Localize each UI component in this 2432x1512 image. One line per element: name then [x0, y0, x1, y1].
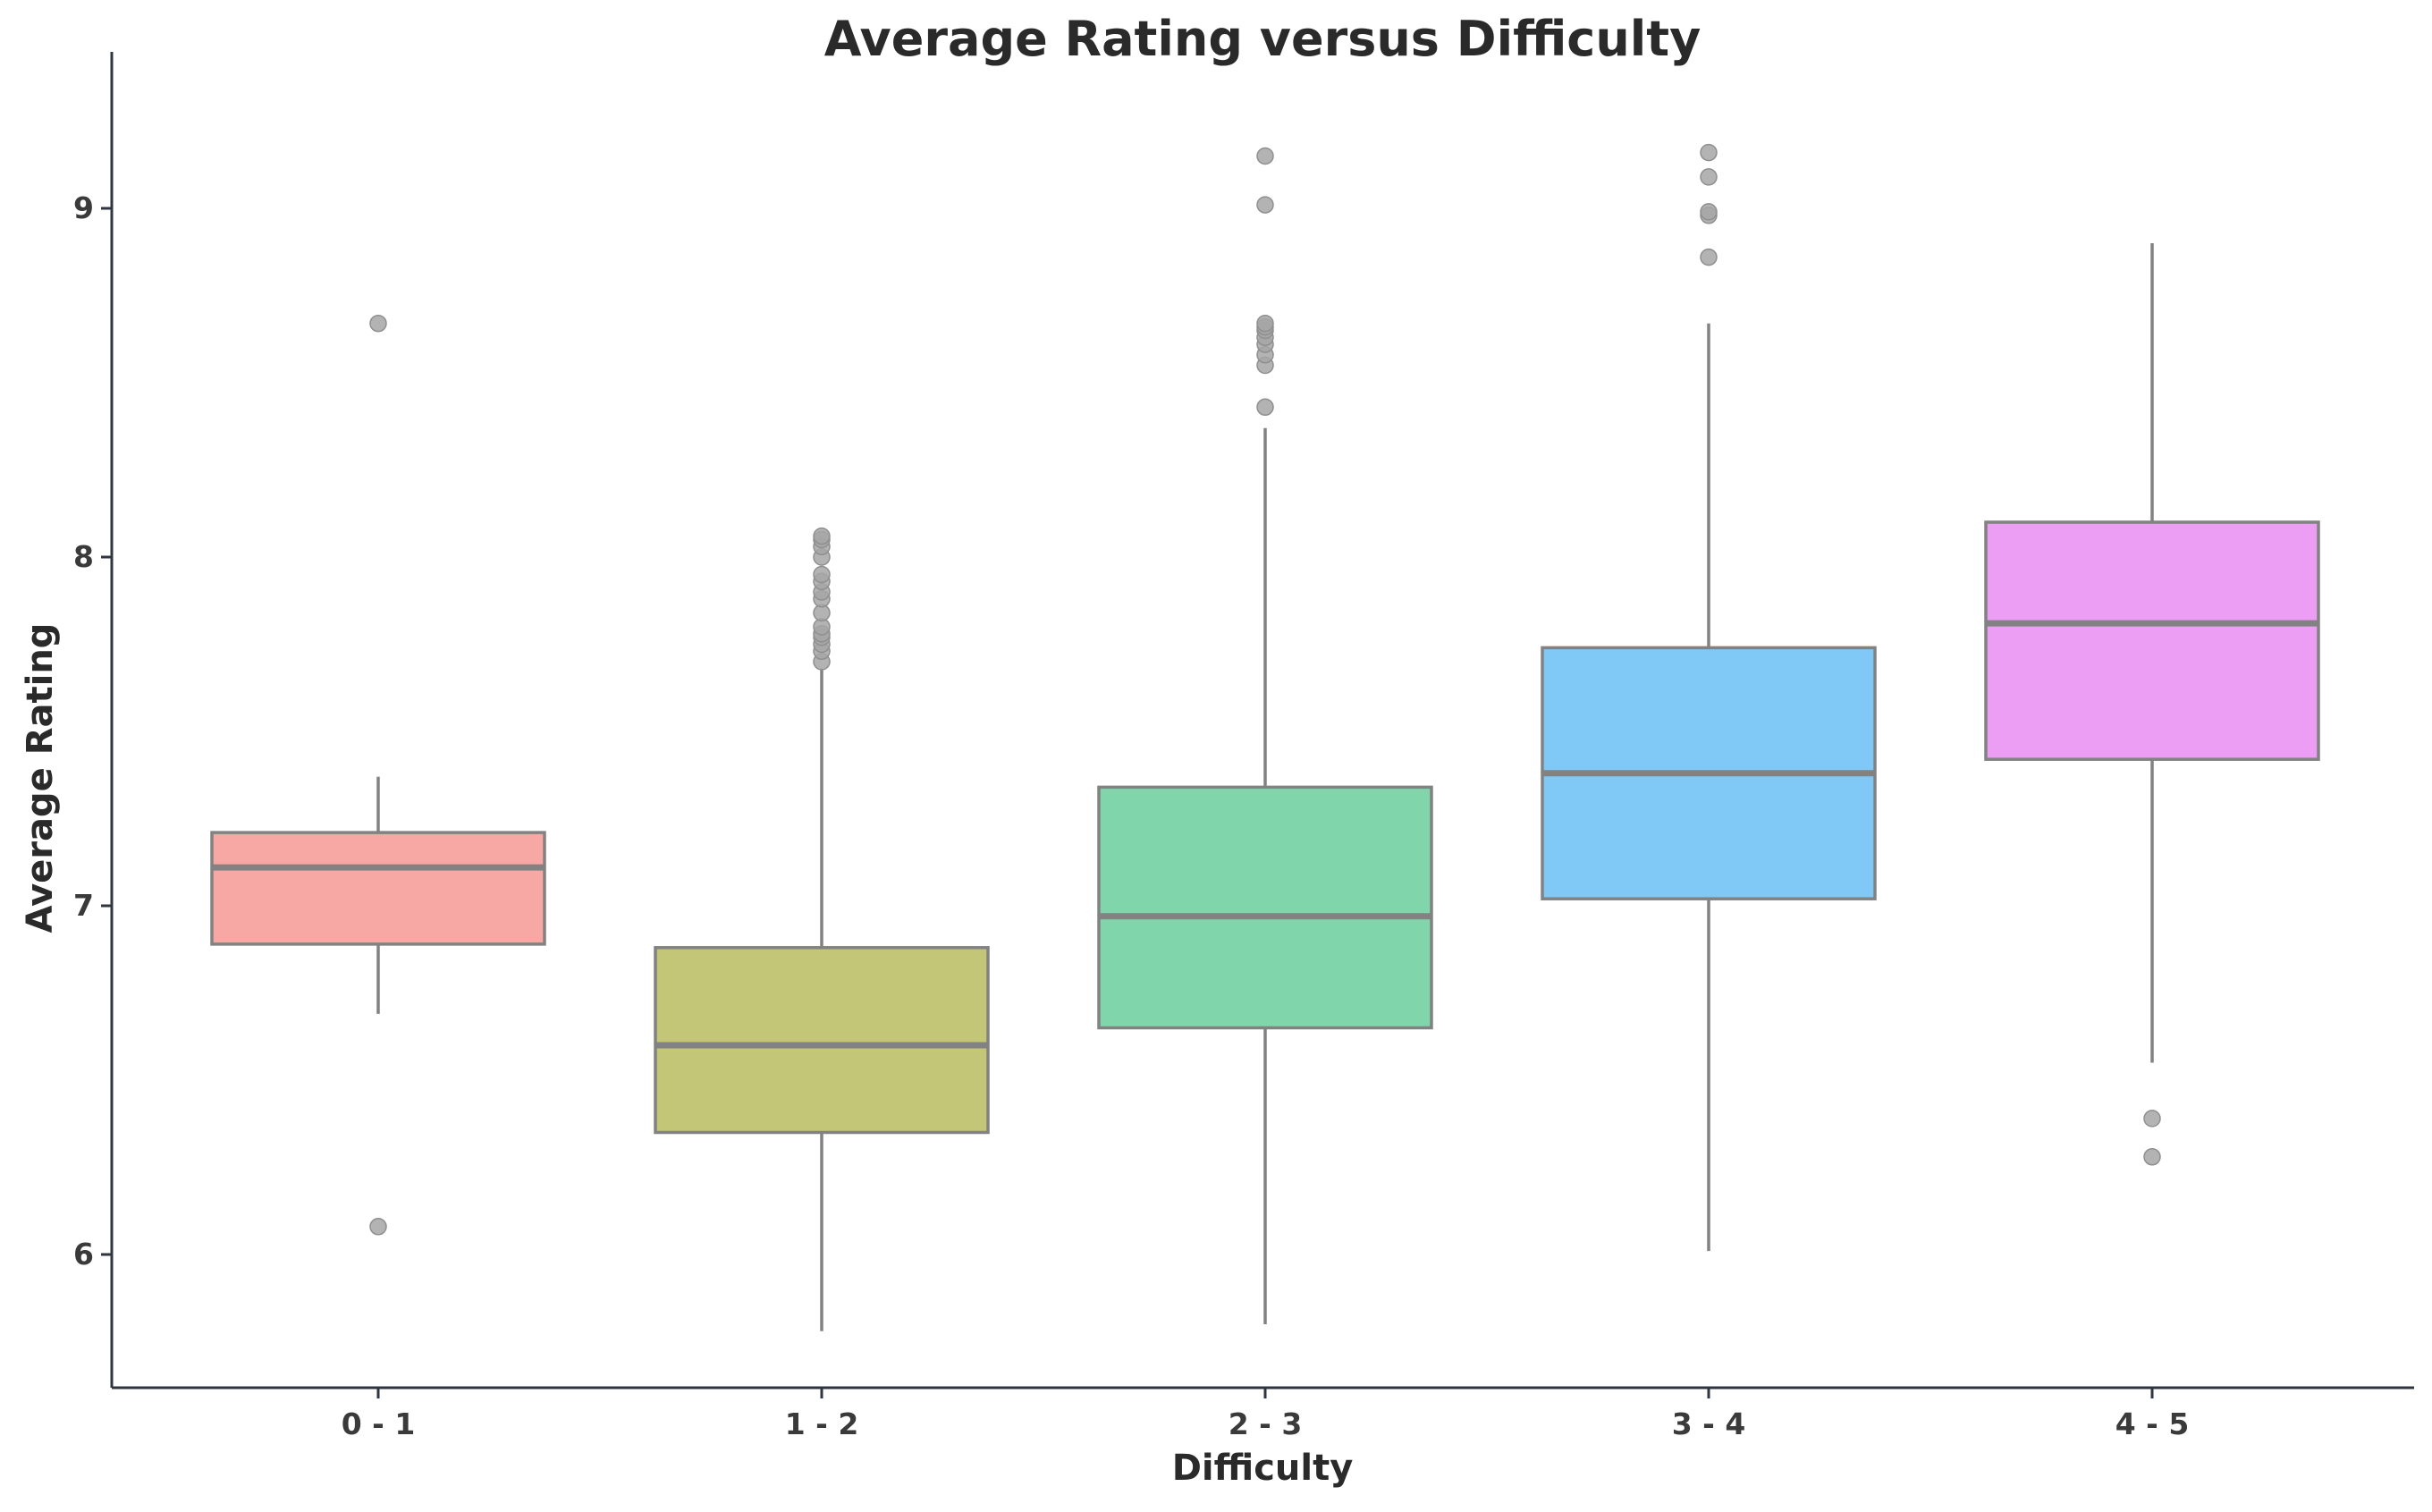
y-tick-label: 6 — [73, 1237, 94, 1271]
outlier-point — [2143, 1148, 2161, 1166]
outlier-point — [2143, 1110, 2161, 1128]
x-tick-label: 2 - 3 — [1229, 1406, 1303, 1441]
outlier-point — [813, 565, 831, 584]
iqr-box — [210, 831, 546, 946]
box-group — [1097, 147, 1433, 1324]
outlier-point — [1256, 314, 1274, 333]
outlier-point — [1700, 143, 1718, 162]
x-axis-label: Difficulty — [1172, 1448, 1354, 1489]
box-group — [210, 314, 546, 1236]
iqr-box — [1097, 785, 1433, 1030]
outlier-point — [369, 314, 387, 333]
iqr-box — [654, 946, 990, 1135]
outlier-point — [1700, 203, 1718, 221]
outlier-point — [1700, 248, 1718, 266]
outlier-point — [369, 1218, 387, 1236]
box-group — [1984, 243, 2320, 1166]
axes: 6 7 8 9 0 - 1 1 - 2 2 - 3 3 - 4 4 - 5 — [73, 52, 2414, 1441]
outlier-point — [1256, 398, 1274, 417]
y-axis-label: Average Rating — [20, 623, 61, 933]
x-tick-label: 4 - 5 — [2115, 1406, 2190, 1441]
x-tick-label: 0 - 1 — [342, 1406, 416, 1441]
outlier-point — [1700, 168, 1718, 186]
y-tick-label: 9 — [73, 190, 94, 225]
outlier-point — [1256, 196, 1274, 214]
y-tick-label: 7 — [73, 888, 94, 923]
chart-title: Average Rating versus Difficulty — [824, 11, 1702, 67]
plot-area — [210, 143, 2320, 1331]
outlier-point — [813, 527, 831, 545]
box-group — [1541, 143, 1877, 1252]
x-tick-label: 3 - 4 — [1672, 1406, 1746, 1441]
outlier-point — [1256, 147, 1274, 165]
iqr-box — [1984, 520, 2320, 761]
y-tick-label: 8 — [73, 539, 94, 574]
box-group — [654, 527, 990, 1331]
x-tick-label: 1 - 2 — [785, 1406, 859, 1441]
